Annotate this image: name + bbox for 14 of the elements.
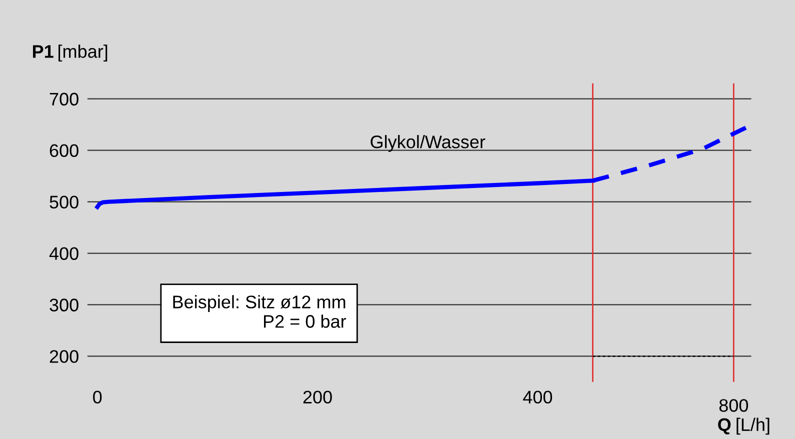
y-axis-title: P1 [mbar] bbox=[33, 44, 108, 62]
series-label: Glykol/Wasser bbox=[370, 135, 486, 152]
y-tick-label: 200 bbox=[50, 350, 78, 363]
y-tick-label: 300 bbox=[50, 298, 78, 312]
y-tick-label: 700 bbox=[50, 92, 78, 106]
text: 800 bbox=[719, 399, 748, 412]
annotation: Beispiel: Sitz ø12 mm P2 = 0 bar bbox=[173, 295, 346, 328]
y-tick-label: 600 bbox=[50, 144, 78, 158]
x-tick-label: 200 bbox=[303, 390, 332, 404]
x-tick-label: 400 bbox=[523, 390, 552, 404]
x-tick-label: 0 bbox=[93, 390, 102, 404]
y-tick-label: 400 bbox=[49, 247, 78, 260]
y-tick-label: 500 bbox=[50, 196, 78, 209]
x-axis-title: Q [L/h] bbox=[718, 418, 770, 435]
